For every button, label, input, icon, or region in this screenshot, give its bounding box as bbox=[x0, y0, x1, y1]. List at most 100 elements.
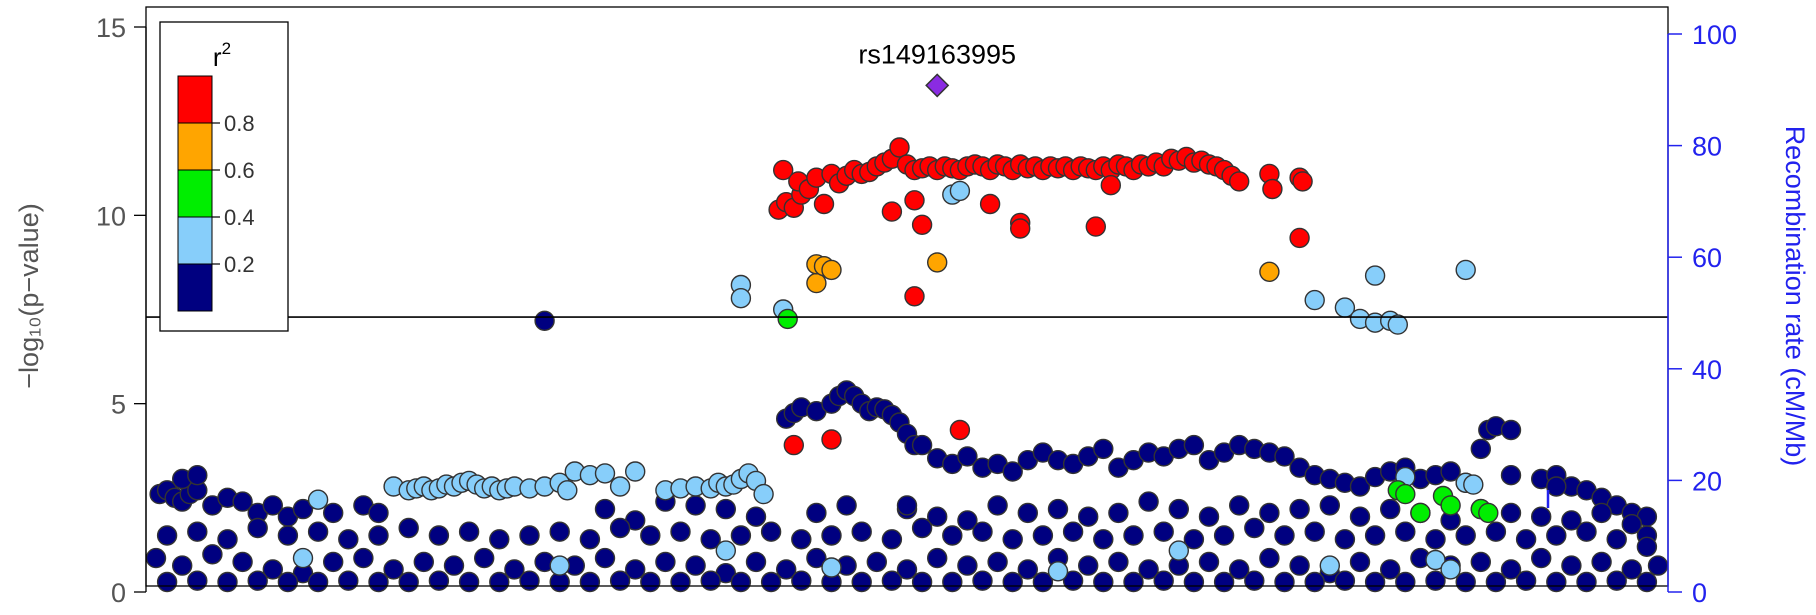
data-point bbox=[519, 525, 540, 546]
data-point bbox=[262, 559, 283, 580]
data-point bbox=[145, 547, 167, 569]
data-point bbox=[745, 506, 767, 527]
data-point bbox=[609, 476, 631, 497]
data-point bbox=[1470, 551, 1492, 573]
data-point bbox=[1606, 529, 1627, 550]
data-point bbox=[685, 555, 706, 576]
data-point bbox=[730, 571, 752, 593]
data-point bbox=[1500, 559, 1522, 580]
data-point bbox=[1319, 495, 1341, 516]
data-point bbox=[428, 525, 450, 546]
data-point bbox=[307, 571, 329, 593]
data-point bbox=[1395, 521, 1416, 542]
data-point bbox=[1334, 570, 1356, 591]
legend-color-bin bbox=[177, 216, 213, 265]
data-point bbox=[1274, 446, 1295, 467]
data-point bbox=[262, 495, 283, 516]
data-point bbox=[942, 525, 963, 546]
data-point bbox=[489, 571, 510, 593]
data-point bbox=[1561, 510, 1582, 531]
data-point bbox=[277, 571, 299, 593]
data-point bbox=[730, 288, 752, 309]
data-point bbox=[1576, 521, 1597, 542]
data-point bbox=[1455, 525, 1476, 546]
data-point bbox=[1093, 529, 1114, 550]
data-point bbox=[927, 547, 948, 569]
data-point bbox=[715, 498, 736, 520]
lead-snp-diamond bbox=[925, 73, 950, 98]
data-point bbox=[942, 571, 963, 593]
data-point bbox=[247, 570, 268, 591]
data-point bbox=[1546, 571, 1567, 593]
data-point bbox=[776, 559, 797, 580]
data-point bbox=[307, 489, 329, 510]
data-point bbox=[1515, 529, 1537, 550]
data-point bbox=[557, 480, 578, 501]
data-point bbox=[1047, 561, 1069, 582]
data-point bbox=[1062, 521, 1084, 542]
data-point bbox=[881, 570, 903, 591]
data-point bbox=[911, 434, 933, 456]
data-point bbox=[1304, 521, 1325, 542]
data-point bbox=[383, 559, 404, 580]
data-point bbox=[247, 517, 268, 539]
legend-tick-label: 0.2 bbox=[224, 252, 255, 277]
data-point bbox=[1108, 551, 1129, 573]
data-point bbox=[715, 540, 736, 561]
data-point bbox=[1153, 521, 1174, 542]
data-point bbox=[1470, 438, 1492, 460]
data-point bbox=[368, 525, 389, 546]
data-point bbox=[1304, 571, 1325, 593]
data-point bbox=[307, 521, 329, 542]
data-point bbox=[1168, 498, 1190, 520]
data-point bbox=[911, 517, 933, 539]
data-point bbox=[1410, 502, 1431, 524]
data-point bbox=[1183, 529, 1205, 550]
lead-snp-label: rs149163995 bbox=[858, 39, 1016, 69]
data-point bbox=[1546, 525, 1567, 546]
data-point bbox=[549, 555, 570, 576]
data-point bbox=[594, 498, 616, 520]
data-point bbox=[1395, 571, 1416, 593]
data-point bbox=[534, 310, 555, 331]
data-point bbox=[979, 193, 1001, 215]
data-point bbox=[1379, 498, 1401, 520]
data-point bbox=[896, 559, 918, 580]
data-point bbox=[957, 555, 978, 576]
data-point bbox=[1485, 521, 1507, 542]
data-point bbox=[443, 555, 465, 576]
data-point bbox=[949, 419, 971, 441]
data-point bbox=[338, 529, 359, 550]
data-point bbox=[927, 506, 948, 527]
data-point bbox=[1244, 570, 1265, 591]
left-y-axis-label: −log₁₀(p−value) bbox=[14, 203, 44, 388]
data-point bbox=[1002, 461, 1023, 482]
data-point bbox=[474, 547, 495, 569]
data-point bbox=[156, 571, 178, 593]
legend-tick-label: 0.4 bbox=[224, 205, 255, 230]
data-point bbox=[609, 517, 631, 539]
data-point bbox=[1349, 551, 1371, 573]
left-axis-tick-label: 15 bbox=[96, 13, 126, 43]
data-point bbox=[821, 259, 842, 281]
data-point bbox=[1530, 547, 1552, 569]
data-point bbox=[700, 570, 721, 591]
data-point bbox=[217, 571, 238, 593]
data-point bbox=[813, 193, 835, 215]
data-point bbox=[398, 517, 419, 539]
data-point bbox=[1100, 174, 1122, 196]
data-point bbox=[783, 434, 804, 456]
data-point bbox=[1455, 259, 1476, 281]
data-point bbox=[655, 551, 676, 573]
data-point bbox=[1228, 171, 1250, 192]
data-point bbox=[1289, 227, 1310, 249]
data-point bbox=[1387, 314, 1409, 335]
data-point bbox=[579, 529, 601, 550]
data-point bbox=[1463, 474, 1484, 495]
data-point bbox=[519, 570, 540, 591]
data-point bbox=[972, 521, 993, 542]
data-point bbox=[277, 525, 299, 546]
data-point bbox=[745, 551, 767, 573]
data-point bbox=[987, 551, 1008, 573]
data-point bbox=[1047, 498, 1069, 520]
